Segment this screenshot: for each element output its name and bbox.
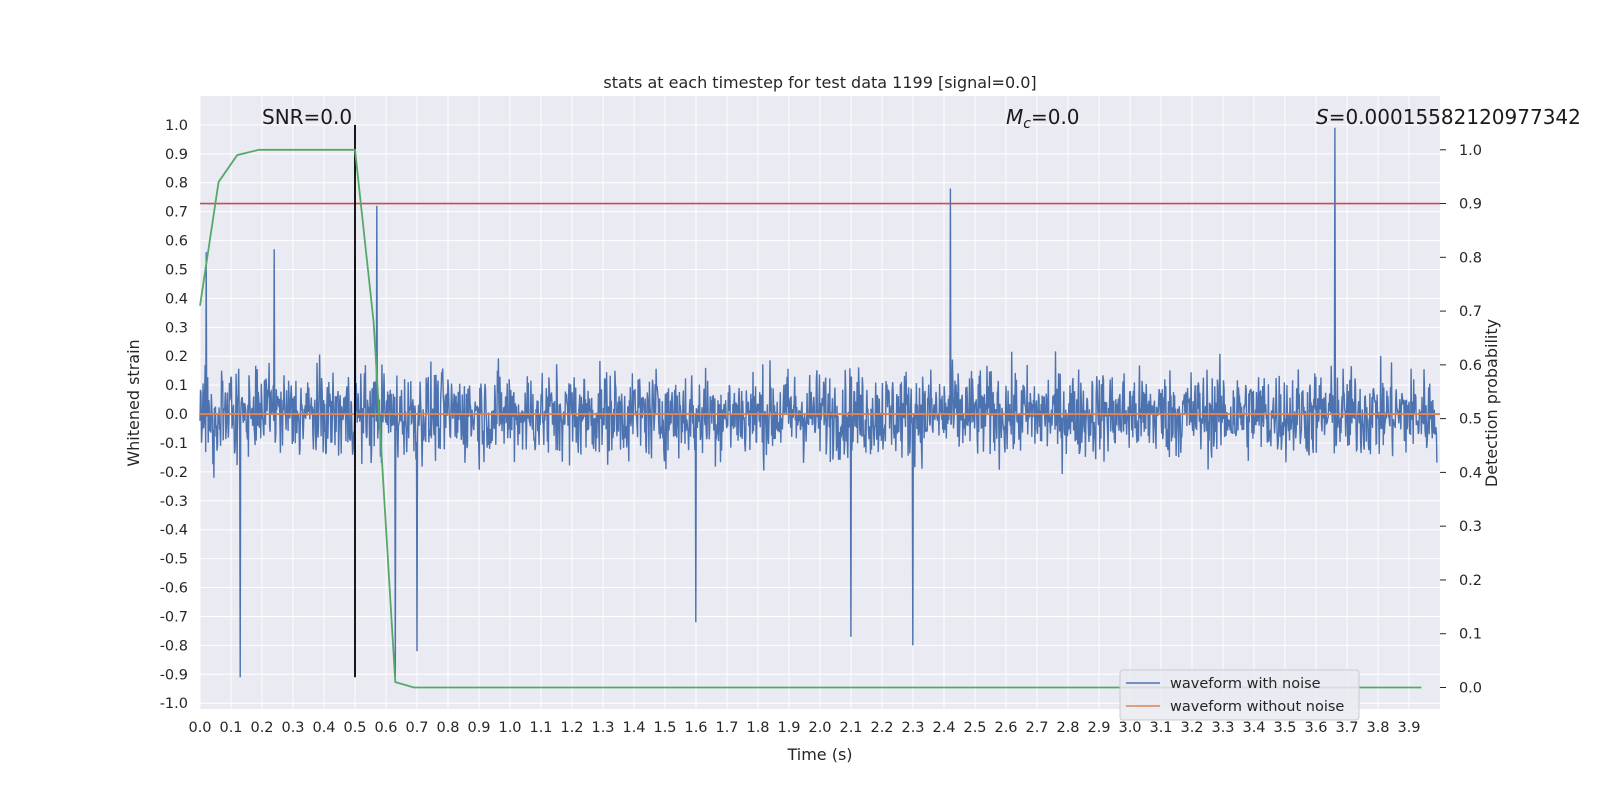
y-left-tick-label: -0.5 — [160, 552, 188, 568]
x-tick-label: 0.7 — [405, 720, 428, 736]
y-left-tick-label: -0.2 — [160, 465, 188, 481]
y-right-tick-label: 0.1 — [1459, 627, 1482, 643]
y-left-tick-label: 0.6 — [165, 234, 188, 250]
x-tick-label: 1.3 — [591, 720, 614, 736]
y-left-tick-label: 1.0 — [165, 118, 188, 134]
x-tick-label: 0.3 — [281, 720, 304, 736]
y-right-tick-label: 0.6 — [1459, 358, 1482, 374]
y-left-tick-label: -0.7 — [160, 609, 188, 625]
y-left-tick-label: 0.5 — [165, 262, 188, 278]
x-tick-label: 2.4 — [932, 720, 955, 736]
x-tick-label: 1.8 — [746, 720, 769, 736]
x-tick-label: 2.8 — [1056, 720, 1079, 736]
x-tick-label: 2.9 — [1087, 720, 1110, 736]
mc-value: =0.0 — [1031, 105, 1080, 129]
x-axis-label: Time (s) — [786, 745, 852, 764]
x-tick-label: 0.1 — [219, 720, 242, 736]
x-tick-label: 3.2 — [1180, 720, 1203, 736]
y-left-tick-label: -1.0 — [160, 696, 188, 712]
x-tick-label: 1.2 — [560, 720, 583, 736]
chart-title: stats at each timestep for test data 119… — [603, 73, 1036, 92]
y-left-tick-label: 0.9 — [165, 147, 188, 163]
x-tick-label: 1.5 — [653, 720, 676, 736]
x-tick-label: 1.9 — [777, 720, 800, 736]
y-axis-left-ticks: -1.0 -0.9 -0.8 -0.7 -0.6 -0.5 -0.4 -0.3 -0.2 -0.1… — [160, 118, 188, 712]
y-left-tick-label: 0.2 — [165, 349, 188, 365]
x-tick-label: 0.8 — [436, 720, 459, 736]
y-left-tick-label: 0.1 — [165, 378, 188, 394]
x-tick-label: 2.5 — [963, 720, 986, 736]
y-left-tick-label: 0.7 — [165, 205, 188, 221]
x-tick-label: 1.4 — [622, 720, 645, 736]
y-right-tick-label: 0.8 — [1459, 250, 1482, 266]
y-right-tick-label: 0.7 — [1459, 304, 1482, 320]
legend-label-clean: waveform without noise — [1170, 699, 1344, 715]
x-tick-label: 1.0 — [498, 720, 521, 736]
x-tick-label: 2.2 — [870, 720, 893, 736]
s-annotation: S=0.00015582120977342 — [1316, 105, 1581, 129]
x-tick-label: 1.1 — [529, 720, 552, 736]
x-tick-label: 3.8 — [1366, 720, 1389, 736]
mc-subscript: c — [1023, 116, 1031, 132]
x-tick-label: 3.5 — [1273, 720, 1296, 736]
grid — [199, 96, 1440, 709]
mc-symbol: M — [1006, 105, 1023, 129]
y-left-tick-label: -0.4 — [160, 523, 188, 539]
y-right-tick-label: 0.0 — [1459, 680, 1482, 696]
x-tick-label: 3.7 — [1335, 720, 1358, 736]
x-tick-label: 0.4 — [312, 720, 335, 736]
x-tick-label: 1.7 — [715, 720, 738, 736]
y-right-tick-label: 0.9 — [1459, 197, 1482, 213]
legend-box — [1119, 669, 1360, 721]
mc-annotation: Mc=0.0 — [1006, 105, 1080, 132]
y-axis-right-ticks: 0.0 0.1 0.2 0.3 0.4 0.5 0.6 0.7 0.8 0.9 1.0 — [1440, 143, 1482, 696]
series-detection-probability — [199, 148, 1422, 689]
snr-annotation: SNR=0.0 — [262, 105, 352, 129]
s-value: =0.00015582120977342 — [1329, 105, 1581, 129]
y-right-tick-label: 0.4 — [1459, 465, 1482, 481]
legend: waveform with noise waveform without noi… — [1119, 669, 1360, 721]
x-tick-label: 3.6 — [1304, 720, 1327, 736]
y-left-tick-label: 0.4 — [165, 291, 188, 307]
x-tick-label: 2.1 — [839, 720, 862, 736]
y-right-tick-label: 1.0 — [1459, 143, 1482, 159]
y-left-tick-label: 0.3 — [165, 320, 188, 336]
x-tick-label: 3.9 — [1397, 720, 1420, 736]
x-tick-label: 3.1 — [1149, 720, 1172, 736]
legend-label-noisy: waveform with noise — [1170, 676, 1321, 692]
x-axis-ticks: 0.0 0.1 0.2 0.3 0.4 0.5 0.6 0.7 0.8 0.9 1.0 1.1 1.2 1… — [188, 720, 1420, 736]
y-left-tick-label: 0.8 — [165, 176, 188, 192]
x-tick-label: 0.0 — [188, 720, 211, 736]
y-axis-right-label: Detection probability — [1482, 319, 1501, 487]
x-tick-label: 2.0 — [808, 720, 831, 736]
y-left-tick-label: 0.0 — [165, 407, 188, 423]
y-axis-left-label: Whitened strain — [124, 339, 143, 466]
noise-waveform-path — [199, 127, 1438, 678]
x-tick-label: 0.9 — [467, 720, 490, 736]
y-left-tick-label: -0.8 — [160, 638, 188, 654]
y-right-tick-label: 0.2 — [1459, 573, 1482, 589]
series-waveform-with-noise — [199, 127, 1438, 678]
y-right-tick-label: 0.3 — [1459, 519, 1482, 535]
x-tick-label: 2.6 — [994, 720, 1017, 736]
x-tick-label: 3.3 — [1211, 720, 1234, 736]
x-tick-label: 2.3 — [901, 720, 924, 736]
s-symbol: S — [1316, 105, 1329, 129]
y-right-tick-label: 0.5 — [1459, 412, 1482, 428]
x-tick-label: 2.7 — [1025, 720, 1048, 736]
x-tick-label: 0.2 — [250, 720, 273, 736]
x-tick-label: 3.4 — [1242, 720, 1265, 736]
x-tick-label: 0.6 — [374, 720, 397, 736]
y-left-tick-label: -0.6 — [160, 581, 188, 597]
y-left-tick-label: -0.3 — [160, 494, 188, 510]
x-tick-label: 3.0 — [1118, 720, 1141, 736]
x-tick-label: 0.5 — [343, 720, 366, 736]
x-tick-label: 1.6 — [684, 720, 707, 736]
y-left-tick-label: -0.9 — [160, 667, 188, 683]
y-left-tick-label: -0.1 — [160, 436, 188, 452]
